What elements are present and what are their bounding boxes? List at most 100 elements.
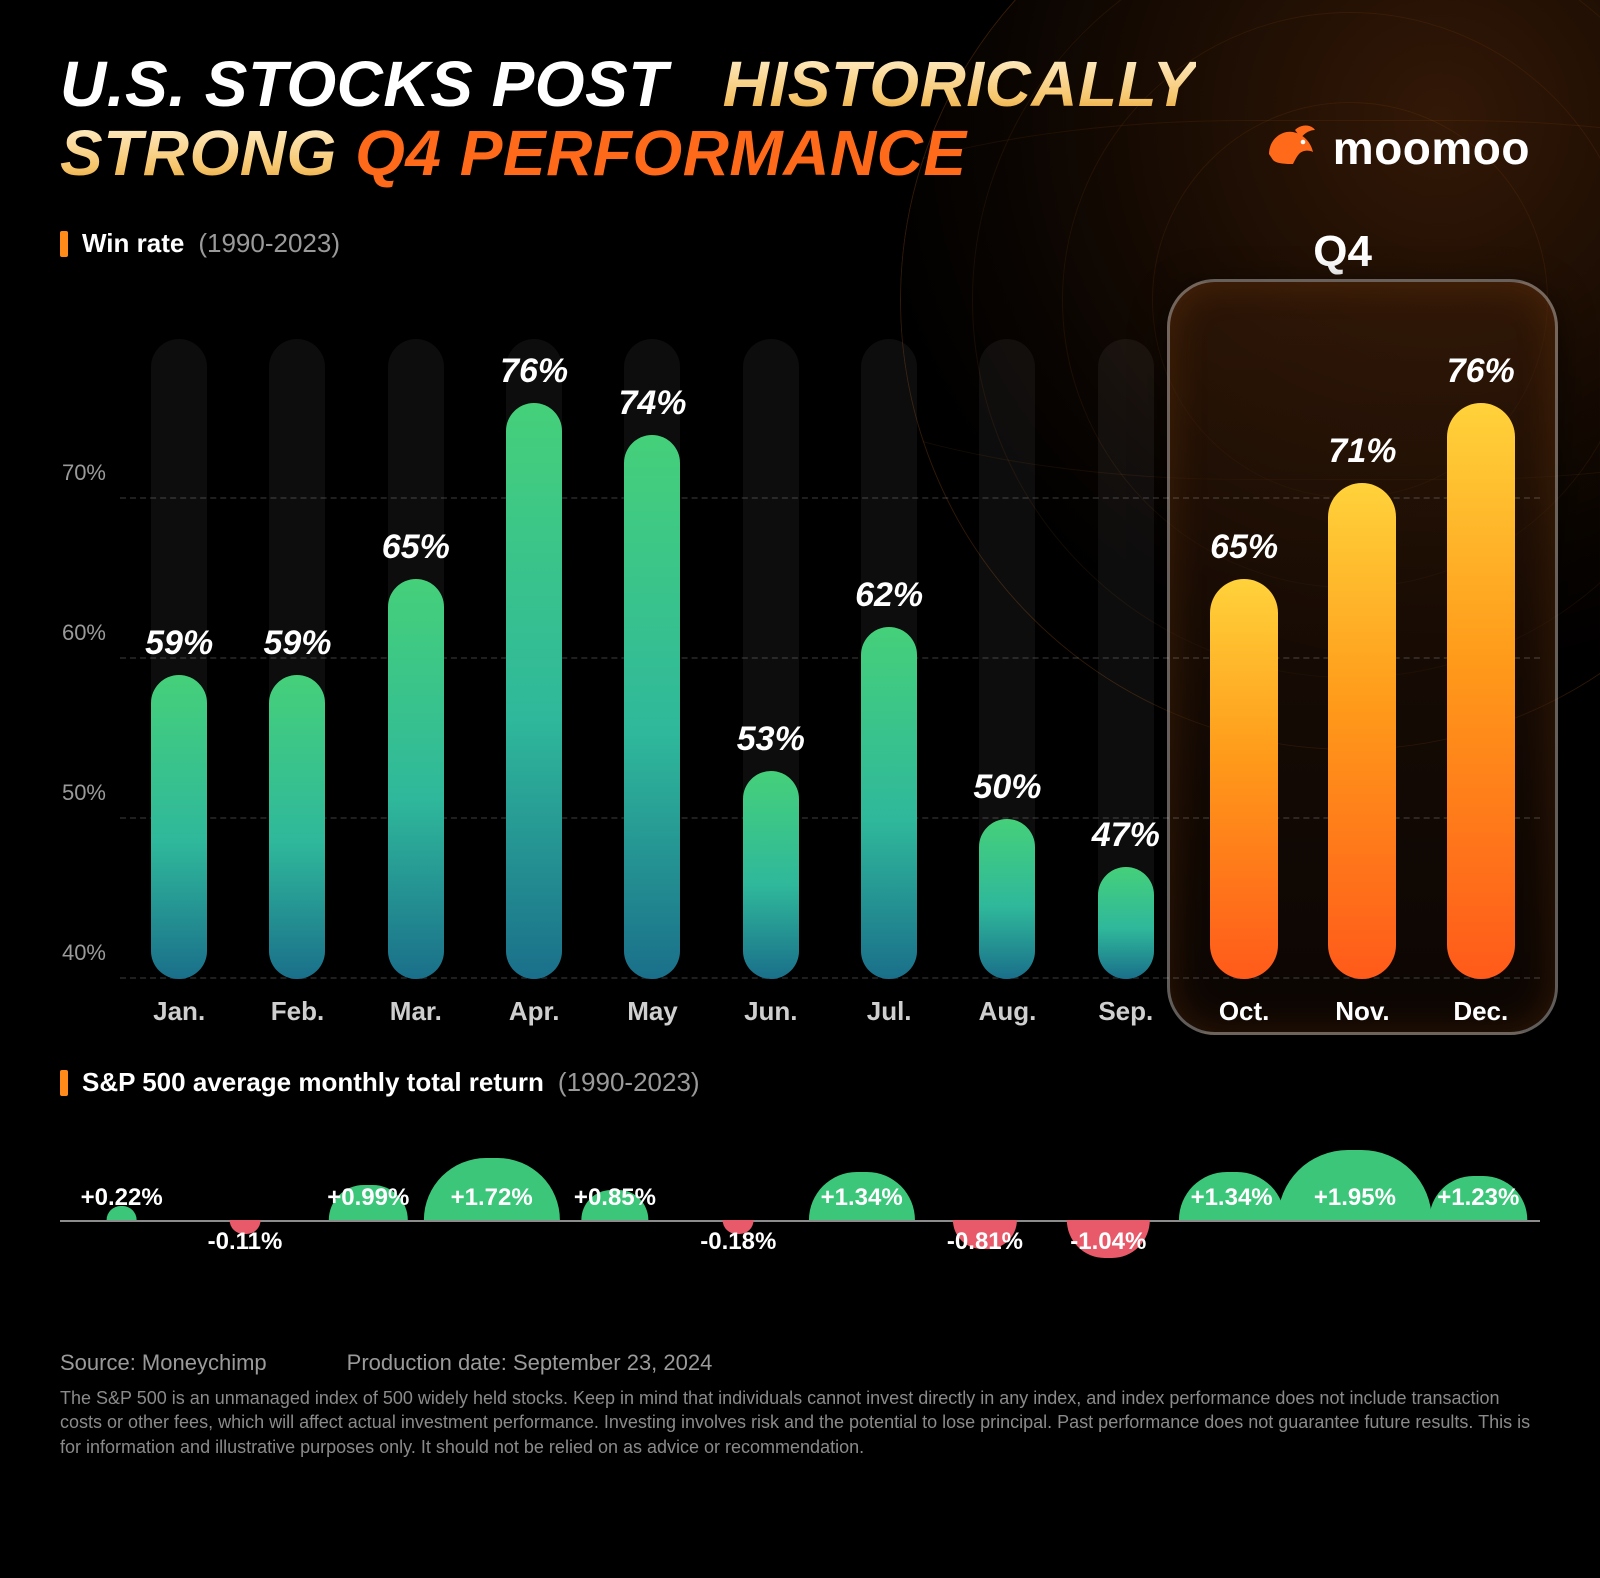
footer: Source: Moneychimp Production date: Sept… [60,1348,1540,1459]
x-tick-label: Mar. [357,996,475,1027]
bar-slot: 62% [830,339,948,979]
bar-value-label: 50% [973,768,1041,807]
bump-value-label: +1.34% [1191,1184,1273,1212]
bar [269,675,325,979]
y-tick-label: 50% [62,780,120,806]
bar-value-label: 71% [1328,432,1396,471]
q4-bar [1328,483,1396,979]
x-tick-label: Jan. [120,996,238,1027]
bar-value-label: 53% [737,720,805,759]
bump-slot: -0.81% [923,1128,1046,1318]
q4-bar [1447,403,1515,979]
bar [624,435,680,979]
bump-value-label: -0.11% [208,1228,283,1256]
headline-part-4: Q4 PERFORMANCE [355,117,967,189]
bar [979,819,1035,979]
x-tick-label: Aug. [948,996,1066,1027]
bar-value-label: 62% [855,576,923,615]
bar-value-label: 65% [1210,528,1278,567]
bump-value-label: +1.72% [451,1184,533,1212]
bar [506,403,562,979]
bar-slot: 59% [120,339,238,979]
headline-part-1: U.S. STOCKS POST [60,48,668,120]
chart2-label: S&P 500 average monthly total return (19… [60,1067,1540,1098]
bar-slot: 65% [1185,339,1303,979]
chart2-range: (1990-2023) [558,1067,700,1098]
bump-value-label: +0.99% [327,1184,409,1212]
bump-slot: +1.95% [1293,1128,1416,1318]
bump-value-label: -0.18% [700,1228,776,1256]
y-tick-label: 40% [62,940,120,966]
source-text: Source: Moneychimp [60,1348,267,1378]
x-tick-label: Nov. [1303,996,1421,1027]
bump-slot: +1.34% [800,1128,923,1318]
bar-value-label: 47% [1092,816,1160,855]
brand-lockup: moomoo [1263,120,1530,176]
bump-value-label: +1.34% [821,1184,903,1212]
chart2-title: S&P 500 average monthly total return [82,1067,544,1098]
bar-slot: 53% [712,339,830,979]
disclaimer-text: The S&P 500 is an unmanaged index of 500… [60,1386,1540,1459]
chart1-range: (1990-2023) [198,228,340,259]
x-tick-label: Jun. [712,996,830,1027]
production-date: Production date: September 23, 2024 [347,1348,713,1378]
bar-value-label: 74% [618,384,686,423]
x-tick-label: Feb. [238,996,356,1027]
headline-part-3: STRONG [60,117,337,189]
bar-value-label: 76% [500,352,568,391]
chart1-bars: 59% 59% 65% 76% 74% 53% 62% 50% 47% 65% 71% 76% [120,339,1540,979]
chart1-x-axis: Jan.Feb.Mar.Apr.MayJun.Jul.Aug.Sep.Oct.N… [120,996,1540,1027]
brand-bull-icon [1263,120,1319,176]
x-tick-label: Jul. [830,996,948,1027]
bump-value-label: +1.95% [1314,1184,1396,1212]
bump-slot: +0.85% [553,1128,676,1318]
brand-name: moomoo [1333,121,1530,175]
bar-slot: 47% [1067,339,1185,979]
bar [743,771,799,979]
bar-value-label: 76% [1447,352,1515,391]
bump-value-label: -0.81% [947,1228,1023,1256]
chart1-title: Win rate [82,228,184,259]
bar-slot: 59% [238,339,356,979]
bar-slot: 71% [1303,339,1421,979]
bar-slot: 65% [357,339,475,979]
bump-slot: -1.04% [1047,1128,1170,1318]
x-tick-label: May [593,996,711,1027]
bump-slot: +1.72% [430,1128,553,1318]
bar-value-label: 59% [263,624,331,663]
bar [388,579,444,979]
label-tick-icon [60,231,68,257]
bump-slot: +1.34% [1170,1128,1293,1318]
y-tick-label: 70% [62,460,120,486]
bar-value-label: 59% [145,624,213,663]
bump-value-label: -1.04% [1070,1228,1146,1256]
win-rate-bar-chart: Q4 40%50%60%70% 59%59%65%76%74%53%62%50%… [60,279,1540,1039]
bump-slot: +0.99% [307,1128,430,1318]
monthly-return-bump-chart: +0.22% -0.11% +0.99% +1.72% +0.85% -0.18% +1.3… [60,1128,1540,1318]
bump-slot: +0.22% [60,1128,183,1318]
bar-slot: 50% [948,339,1066,979]
bump-value-label: +0.85% [574,1184,656,1212]
bar-slot: 76% [475,339,593,979]
q4-bar [1210,579,1278,979]
bump-value-label: +1.23% [1437,1184,1519,1212]
bump-value-label: +0.22% [81,1184,163,1212]
x-tick-label: Sep. [1067,996,1185,1027]
y-tick-label: 60% [62,620,120,646]
bump-slot: -0.18% [677,1128,800,1318]
chart2-bumps: +0.22% -0.11% +0.99% +1.72% +0.85% -0.18% +1.3… [60,1128,1540,1318]
bar [861,627,917,979]
bar-slot: 76% [1422,339,1540,979]
bar-slot: 74% [593,339,711,979]
bar-value-label: 65% [382,528,450,567]
bump-slot: -0.11% [183,1128,306,1318]
bump-slot: +1.23% [1417,1128,1540,1318]
bar [1098,867,1154,979]
x-tick-label: Oct. [1185,996,1303,1027]
x-tick-label: Dec. [1422,996,1540,1027]
label-tick-icon [60,1070,68,1096]
x-tick-label: Apr. [475,996,593,1027]
bar [151,675,207,979]
q4-callout-label: Q4 [1313,227,1372,277]
headline-part-2: HISTORICALLY [723,48,1196,120]
